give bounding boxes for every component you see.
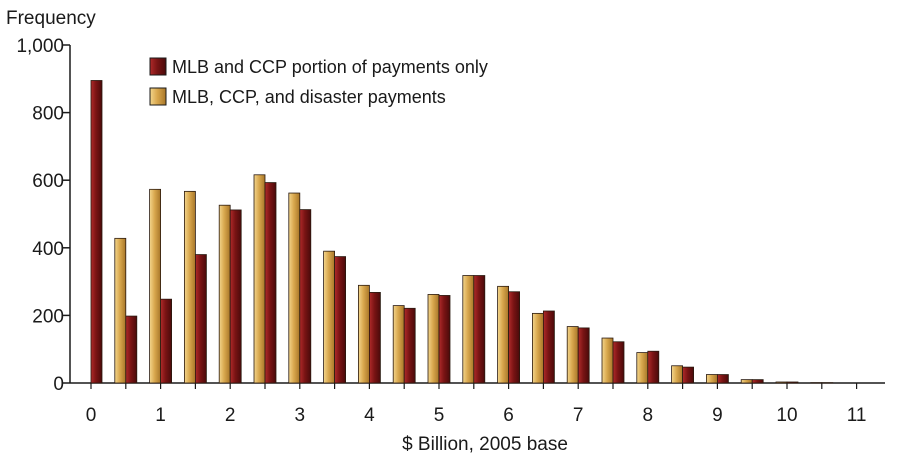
y-tick-label: 0 (53, 374, 64, 395)
bar-mlb-ccp (438, 295, 451, 384)
bar-mlb-ccp-disaster (740, 379, 753, 384)
bar-mlb-ccp-disaster (497, 285, 510, 384)
bar-mlb-ccp-disaster (601, 337, 614, 384)
y-axis-title: Frequency (6, 8, 96, 29)
bars (90, 80, 834, 384)
bar-mlb-ccp (508, 291, 521, 384)
x-tick-label: 7 (573, 405, 584, 426)
bar-mlb-ccp-disaster (392, 305, 405, 384)
bar-mlb-ccp (90, 80, 103, 384)
bar-mlb-ccp-disaster (532, 312, 544, 384)
x-tick-label: 1 (155, 405, 166, 426)
bar-mlb-ccp-disaster (357, 284, 370, 384)
x-axis-title: $ Billion, 2005 base (402, 434, 568, 455)
y-tick-label: 1,000 (16, 36, 64, 57)
bar-mlb-ccp (717, 374, 729, 384)
bar-mlb-ccp (577, 327, 590, 384)
x-tick-label: 10 (776, 405, 797, 426)
legend-swatch-mlb-ccp (149, 57, 167, 76)
bar-mlb-ccp (403, 307, 416, 384)
x-tick-label: 5 (434, 405, 445, 426)
bar-mlb-ccp (160, 298, 173, 384)
bar-mlb-ccp (751, 379, 764, 384)
y-tick-label: 200 (32, 306, 64, 327)
x-tick-label: 0 (86, 405, 97, 426)
bar-mlb-ccp (229, 209, 242, 384)
bar-mlb-ccp-disaster (323, 250, 336, 384)
x-tick-label: 9 (712, 405, 723, 426)
legend-swatch-mlb-ccp-disaster (149, 87, 167, 106)
bar-mlb-ccp-disaster (775, 381, 788, 384)
bar-mlb-ccp (682, 366, 694, 384)
y-tick-label: 800 (32, 104, 64, 125)
bar-mlb-ccp (647, 350, 660, 384)
bar-mlb-ccp-disaster (149, 188, 162, 384)
bar-mlb-ccp (125, 315, 138, 384)
bar-mlb-ccp-disaster (706, 374, 718, 384)
x-axis: 0 1 2 3 4 5 6 7 8 9 10 11 (70, 382, 885, 426)
bar-mlb-ccp-disaster (462, 275, 475, 384)
y-axis: 0 200 400 600 800 1,000 (16, 36, 71, 395)
bar-mlb-ccp-disaster (218, 204, 231, 384)
bar-mlb-ccp-disaster (427, 294, 440, 384)
bar-mlb-ccp (612, 341, 625, 384)
x-tick-label: 4 (364, 405, 375, 426)
legend: MLB and CCP portion of payments only MLB… (149, 57, 488, 107)
y-tick-label: 600 (32, 171, 64, 192)
bar-mlb-ccp (368, 292, 381, 384)
x-tick-label: 11 (847, 405, 867, 426)
bar-mlb-ccp-disaster (671, 365, 683, 384)
legend-label-mlb-ccp: MLB and CCP portion of payments only (172, 57, 488, 77)
bar-mlb-ccp (786, 381, 799, 384)
bar-mlb-ccp (264, 182, 277, 384)
x-tick-label: 2 (225, 405, 236, 426)
x-tick-label: 3 (295, 405, 306, 426)
legend-label-mlb-ccp-disaster: MLB, CCP, and disaster payments (172, 87, 446, 107)
bar-mlb-ccp-disaster (288, 192, 301, 384)
bar-mlb-ccp (543, 310, 555, 384)
bar-mlb-ccp-disaster (114, 237, 127, 384)
bar-mlb-ccp (473, 275, 486, 384)
bar-mlb-ccp (194, 254, 207, 384)
bar-mlb-ccp (299, 209, 312, 384)
bar-mlb-ccp (334, 256, 347, 384)
bar-mlb-ccp-disaster (253, 174, 266, 384)
bar-mlb-ccp-disaster (636, 352, 649, 384)
y-tick-label: 400 (32, 239, 64, 260)
x-tick-label: 8 (643, 405, 654, 426)
bar-mlb-ccp-disaster (566, 326, 579, 384)
x-tick-label: 6 (503, 405, 514, 426)
bar-mlb-ccp-disaster (183, 190, 196, 384)
